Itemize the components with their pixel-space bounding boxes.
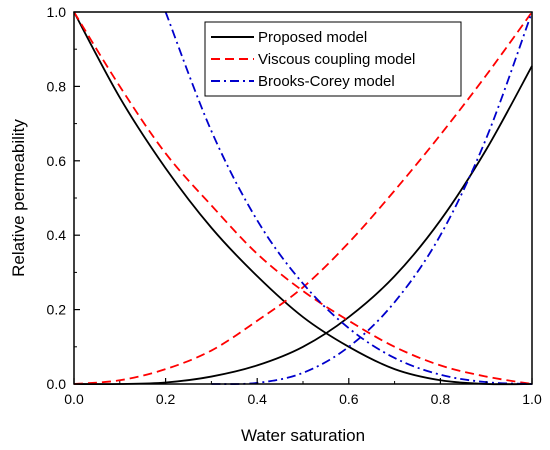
- series-line-viscous-coupling-model-1: [73, 11, 533, 385]
- y-axis-title: Relative permeability: [9, 119, 28, 277]
- series-line-brooks-corey-model-1: [164, 11, 533, 385]
- legend-entry-viscous-coupling: Viscous coupling model: [211, 51, 415, 68]
- y-tick-label: 0.4: [47, 227, 67, 243]
- legend-entry-brooks-corey: Brooks-Corey model: [211, 73, 395, 90]
- y-tick-label: 0.8: [47, 78, 67, 94]
- x-tick-label: 0.2: [156, 391, 176, 407]
- axis-ticks: 0.0 0.2 0.4 0.6 0.8 1.0 0.0 0.2 0.4 0.6 0.8 1.0: [47, 4, 542, 407]
- x-tick-label: 0.0: [64, 391, 84, 407]
- series-line-proposed-model-2: [73, 65, 533, 386]
- x-axis-title: Water saturation: [241, 426, 365, 445]
- legend-label-viscous-coupling: Viscous coupling model: [258, 51, 415, 68]
- y-tick-label: 0.6: [47, 153, 67, 169]
- series-line-brooks-corey-model-2: [211, 11, 533, 385]
- legend-entry-proposed: Proposed model: [211, 29, 367, 46]
- x-tick-label: 1.0: [522, 391, 542, 407]
- legend-label-brooks-corey: Brooks-Corey model: [258, 73, 395, 90]
- series-line-viscous-coupling-model-2: [73, 11, 533, 385]
- y-tick-label: 0.2: [47, 302, 67, 318]
- plot-curves: [73, 11, 533, 386]
- y-tick-label: 0.0: [47, 376, 67, 392]
- legend-label-proposed: Proposed model: [258, 29, 367, 46]
- x-tick-label: 0.8: [431, 391, 451, 407]
- x-tick-label: 0.6: [339, 391, 359, 407]
- legend: Proposed model Viscous coupling model Br…: [204, 21, 462, 97]
- series-line-proposed-model-1: [73, 11, 533, 386]
- x-tick-label: 0.4: [247, 391, 267, 407]
- y-tick-label: 1.0: [47, 4, 67, 20]
